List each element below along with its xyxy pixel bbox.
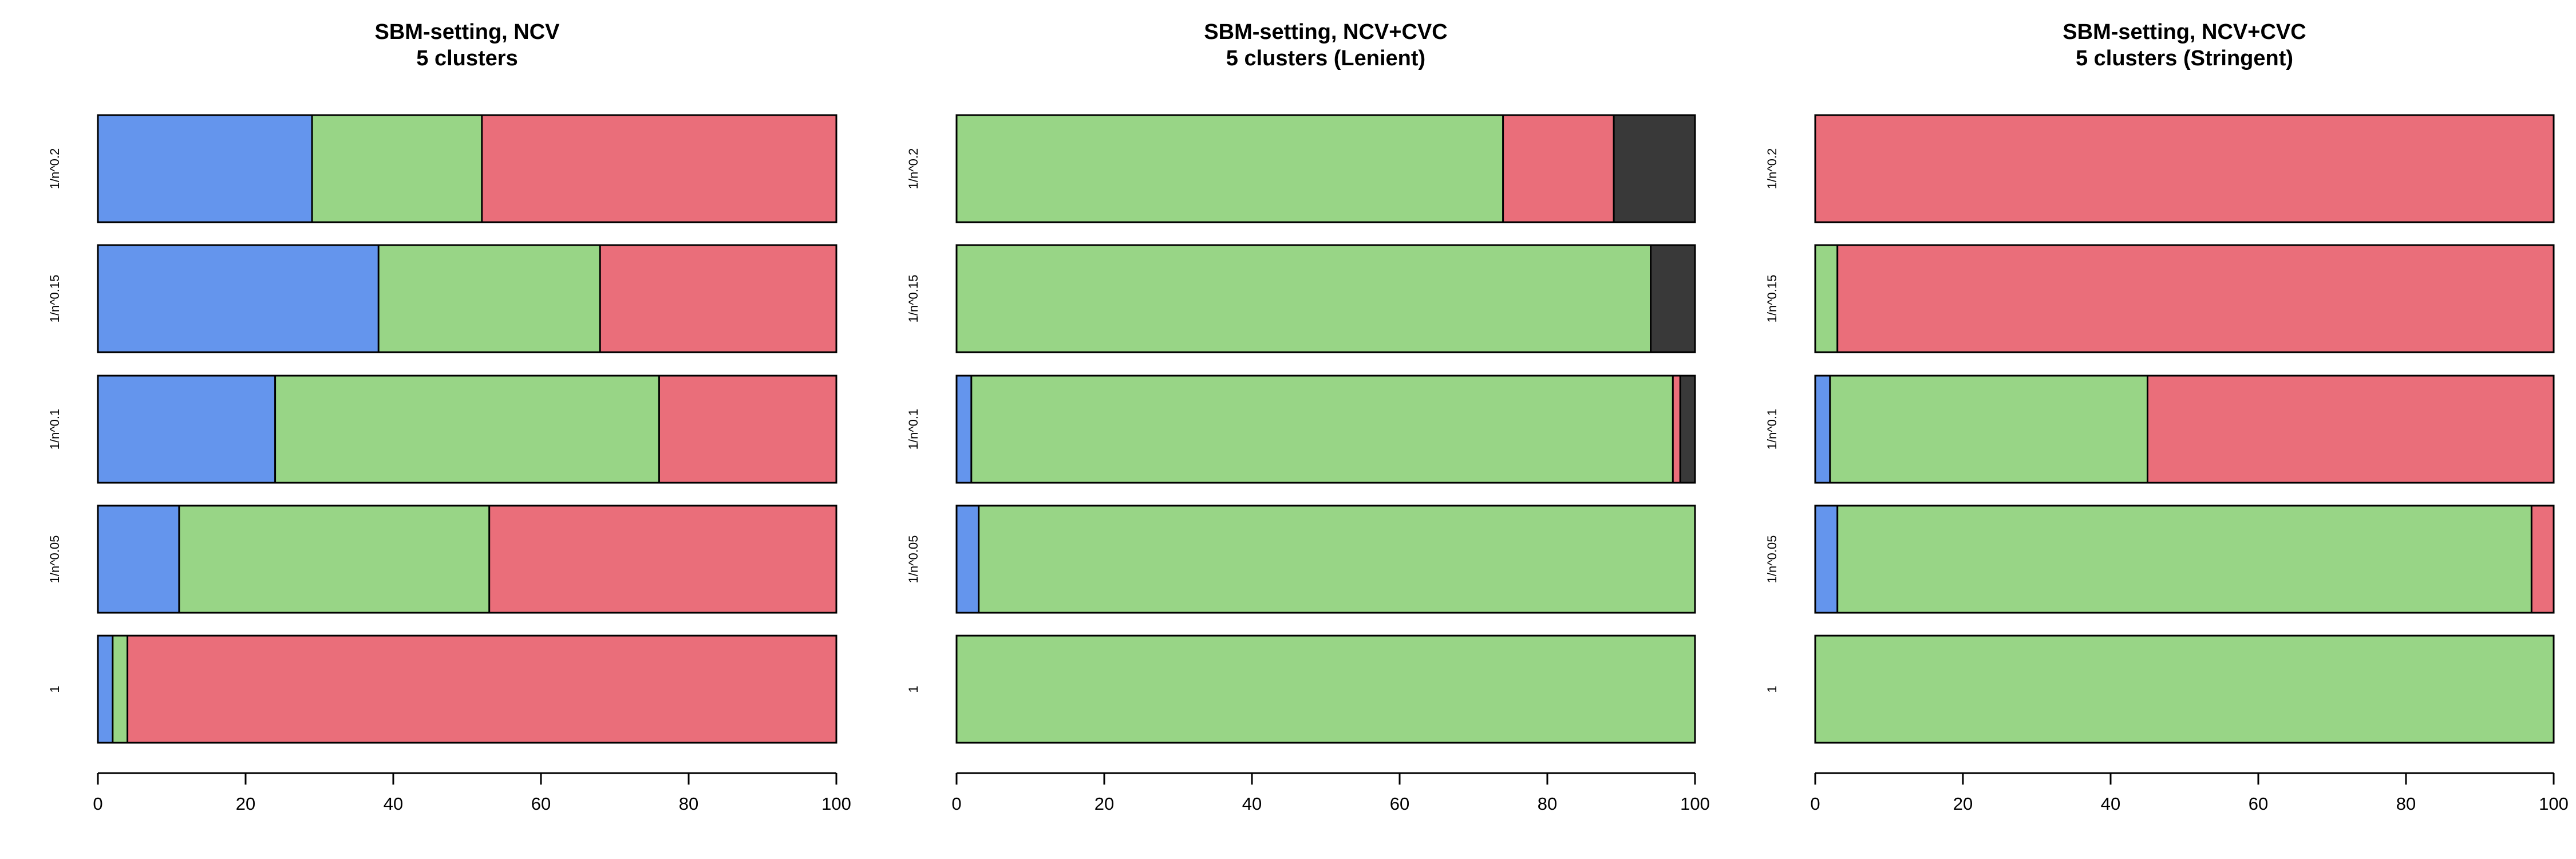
bar-outline	[97, 635, 837, 744]
row-label: 1/n^0.05	[906, 535, 920, 584]
chart-title-line: 5 clusters (Stringent)	[2076, 46, 2293, 70]
bar-segment-dark	[1680, 376, 1695, 483]
bar-segment-green	[179, 506, 489, 613]
row-label: 1/n^0.15	[1765, 275, 1779, 323]
bar-segment-green	[112, 636, 128, 743]
x-tick-label: 80	[679, 794, 698, 814]
bar-outline	[1814, 114, 2555, 223]
bar-outline	[1814, 375, 2555, 484]
row-label: 1/n^0.15	[48, 275, 62, 323]
bar-segment-green	[312, 115, 482, 222]
bar-segment-red	[481, 115, 836, 222]
row-label: 1/n^0.05	[48, 535, 62, 584]
bar-segment-blue	[957, 506, 979, 613]
bar-segment-red	[2531, 506, 2554, 613]
bar-outline	[97, 505, 837, 614]
bar-segment-blue	[1815, 376, 1830, 483]
chart-title-line: SBM-setting, NCV	[375, 20, 560, 44]
chart-title: SBM-setting, NCV 5 clusters	[375, 20, 560, 70]
bar-segment-green	[957, 636, 1695, 743]
chart-panel-3: SBM-setting, NCV+CVC 5 clusters (Stringen…	[1765, 20, 2569, 814]
row-label: 1/n^0.2	[906, 148, 920, 190]
chart-title-line: 5 clusters (Lenient)	[1226, 46, 1425, 70]
bar-segment-red	[2147, 376, 2554, 483]
bar-segment-green	[1815, 245, 1838, 352]
row-label: 1/n^0.2	[48, 148, 62, 190]
bar-segment-red	[1815, 115, 2554, 222]
bar-outline	[1814, 244, 2555, 353]
row-label: 1	[906, 685, 920, 692]
bar-segment-red	[600, 245, 836, 352]
bar-segment-blue	[98, 506, 179, 613]
bar-segment-red	[1503, 115, 1614, 222]
row-label: 1/n^0.1	[1765, 409, 1779, 450]
bar-segment-red	[127, 636, 837, 743]
bar-segment-blue	[1815, 506, 1838, 613]
x-tick-label: 0	[1810, 794, 1820, 814]
bar-segment-green	[378, 245, 600, 352]
x-tick-label: 80	[2396, 794, 2416, 814]
bar-outline	[97, 244, 837, 353]
x-tick-label: 0	[951, 794, 961, 814]
bar-segment-dark	[1614, 115, 1695, 222]
bar-segment-green	[1837, 506, 2532, 613]
bar-segment-red	[1673, 376, 1681, 483]
row-label: 1/n^0.1	[906, 409, 920, 450]
bar-segment-blue	[98, 376, 275, 483]
x-tick-label: 20	[1953, 794, 1973, 814]
row-label: 1	[48, 685, 62, 692]
bar-segment-red	[489, 506, 836, 613]
x-tick-label: 20	[236, 794, 255, 814]
bar-outline	[955, 114, 1696, 223]
bar-segment-green	[957, 245, 1651, 352]
chart-panel-2: SBM-setting, NCV+CVC 5 clusters (Lenient)…	[906, 20, 1710, 814]
bar-segment-blue	[98, 245, 379, 352]
bar-outline	[955, 375, 1696, 484]
bar-segment-red	[659, 376, 836, 483]
bar-outline	[1814, 635, 2555, 744]
chart-title-line: 5 clusters	[416, 46, 517, 70]
bar-outline	[1814, 505, 2555, 614]
chart-title-line: SBM-setting, NCV+CVC	[2063, 20, 2306, 44]
bar-segment-dark	[1650, 245, 1695, 352]
bar-outline	[955, 505, 1696, 614]
row-label: 1	[1765, 685, 1779, 692]
x-tick-label: 0	[93, 794, 102, 814]
bar-segment-green	[971, 376, 1673, 483]
x-tick-label: 40	[2101, 794, 2120, 814]
bar-segment-green	[978, 506, 1695, 613]
x-tick-label: 60	[1390, 794, 1409, 814]
x-tick-label: 20	[1095, 794, 1114, 814]
chart-title: SBM-setting, NCV+CVC 5 clusters (Lenient)	[1204, 20, 1447, 70]
x-tick-label: 100	[2539, 794, 2569, 814]
row-label: 1/n^0.05	[1765, 535, 1779, 584]
bar-segment-red	[1837, 245, 2554, 352]
bar-segment-green	[957, 115, 1503, 222]
row-label: 1/n^0.15	[906, 275, 920, 323]
x-tick-label: 40	[1242, 794, 1262, 814]
bar-outline	[97, 114, 837, 223]
bar-segment-green	[1815, 636, 2554, 743]
x-tick-label: 60	[531, 794, 551, 814]
bar-segment-blue	[98, 636, 113, 743]
chart-panel-1: SBM-setting, NCV 5 clusters 1/n^0.2 1/n^0.1…	[48, 20, 851, 814]
row-label: 1/n^0.2	[1765, 148, 1779, 190]
x-tick-label: 100	[1680, 794, 1710, 814]
bar-segment-green	[1830, 376, 2148, 483]
bar-segment-green	[275, 376, 659, 483]
bar-outline	[955, 244, 1696, 353]
chart-title: SBM-setting, NCV+CVC 5 clusters (Stringen…	[2063, 20, 2306, 70]
bar-segment-blue	[98, 115, 313, 222]
bar-outline	[97, 375, 837, 484]
x-tick-label: 60	[2249, 794, 2268, 814]
bar-segment-blue	[957, 376, 971, 483]
chart-title-line: SBM-setting, NCV+CVC	[1204, 20, 1447, 44]
bar-outline	[955, 635, 1696, 744]
x-tick-label: 80	[1538, 794, 1557, 814]
row-label: 1/n^0.1	[48, 409, 62, 450]
x-tick-label: 100	[821, 794, 851, 814]
x-tick-label: 40	[384, 794, 403, 814]
